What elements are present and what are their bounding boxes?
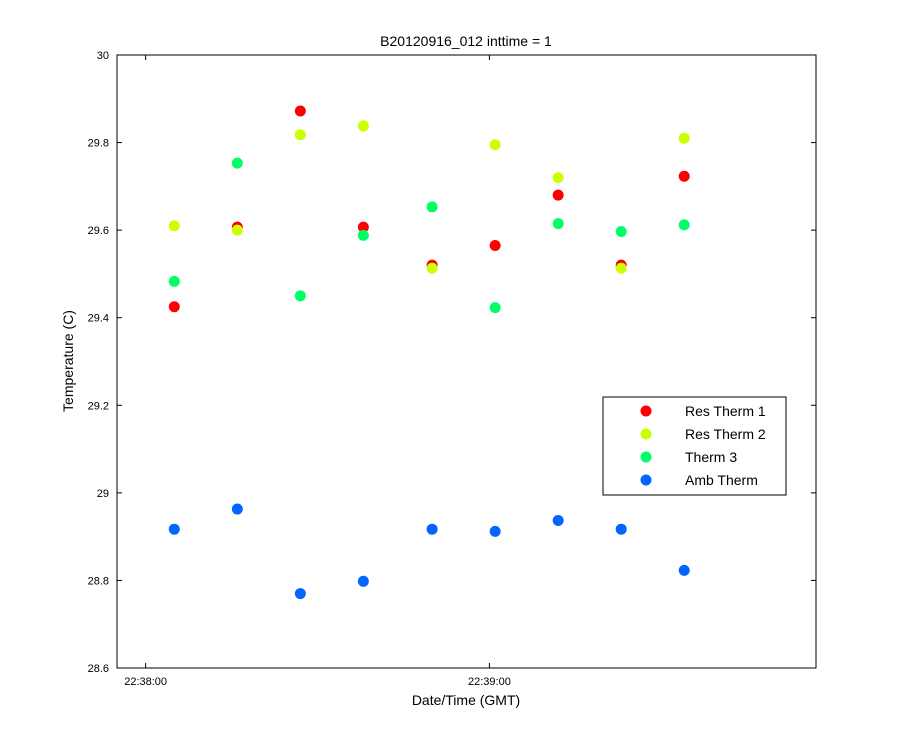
data-point-res-therm-1 bbox=[552, 189, 564, 201]
data-point-res-therm-1 bbox=[357, 221, 369, 233]
x-tick-label: 22:39:00 bbox=[468, 676, 511, 688]
legend-label-therm-3: Therm 3 bbox=[685, 449, 737, 465]
data-point-amb-therm bbox=[231, 503, 243, 515]
data-point-amb-therm bbox=[357, 575, 369, 587]
data-point-therm-3 bbox=[552, 218, 564, 230]
data-point-res-therm-2 bbox=[552, 172, 564, 184]
data-point-therm-3 bbox=[294, 290, 306, 302]
data-point-therm-3 bbox=[168, 275, 180, 287]
x-axis-label: Date/Time (GMT) bbox=[412, 692, 520, 708]
data-point-res-therm-1 bbox=[294, 105, 306, 117]
data-point-res-therm-1 bbox=[489, 239, 501, 251]
legend-label-amb-therm: Amb Therm bbox=[685, 472, 758, 488]
data-point-res-therm-2 bbox=[615, 262, 627, 274]
y-axis: 28.6 28.8 29 29.2 29.4 29.6 29.8 30 bbox=[88, 50, 816, 675]
data-point-amb-therm bbox=[678, 564, 690, 576]
data-point-amb-therm bbox=[294, 588, 306, 600]
data-point-therm-3 bbox=[231, 157, 243, 169]
data-point-therm-3 bbox=[426, 201, 438, 213]
data-point-res-therm-1 bbox=[168, 301, 180, 313]
legend: Res Therm 1 Res Therm 2 Therm 3 Amb Therm bbox=[602, 396, 787, 496]
legend-marker-amb-therm bbox=[640, 474, 652, 486]
data-point-therm-3 bbox=[615, 225, 627, 237]
legend-box bbox=[602, 396, 787, 496]
y-tick-label: 28.8 bbox=[88, 575, 109, 587]
data-point-amb-therm bbox=[168, 523, 180, 535]
data-point-res-therm-2 bbox=[294, 129, 306, 141]
data-point-res-therm-2 bbox=[231, 224, 243, 236]
data-point-amb-therm bbox=[615, 523, 627, 535]
legend-label-res-therm-2: Res Therm 2 bbox=[685, 426, 766, 442]
legend-marker-res-therm-2 bbox=[640, 428, 652, 440]
data-point-amb-therm bbox=[426, 523, 438, 535]
data-point-res-therm-2 bbox=[426, 262, 438, 274]
legend-label-res-therm-1: Res Therm 1 bbox=[685, 403, 766, 419]
chart-title: B20120916_012 inttime = 1 bbox=[380, 33, 552, 49]
data-point-res-therm-2 bbox=[678, 132, 690, 144]
legend-marker-res-therm-1 bbox=[640, 405, 652, 417]
data-point-therm-3 bbox=[357, 229, 369, 241]
y-tick-label: 29.6 bbox=[88, 225, 109, 237]
x-tick-label: 22:38:00 bbox=[124, 676, 167, 688]
data-point-therm-3 bbox=[489, 302, 501, 314]
data-points bbox=[168, 105, 690, 600]
data-point-amb-therm bbox=[489, 525, 501, 537]
y-tick-label: 29.2 bbox=[88, 400, 109, 412]
plot-area bbox=[116, 54, 817, 669]
y-tick-label: 29.8 bbox=[88, 138, 109, 150]
data-point-therm-3 bbox=[678, 219, 690, 231]
data-point-res-therm-2 bbox=[357, 120, 369, 132]
y-tick-label: 29 bbox=[97, 488, 109, 500]
x-axis: 22:38:00 22:39:00 bbox=[124, 55, 511, 688]
data-point-res-therm-2 bbox=[168, 220, 180, 232]
y-axis-label: Temperature (C) bbox=[60, 310, 76, 412]
legend-marker-therm-3 bbox=[640, 451, 652, 463]
data-point-res-therm-1 bbox=[678, 170, 690, 182]
y-tick-label: 28.6 bbox=[88, 663, 109, 675]
y-tick-label: 30 bbox=[97, 50, 109, 62]
data-point-amb-therm bbox=[552, 514, 564, 526]
data-point-res-therm-2 bbox=[489, 139, 501, 151]
y-tick-label: 29.4 bbox=[88, 313, 109, 325]
